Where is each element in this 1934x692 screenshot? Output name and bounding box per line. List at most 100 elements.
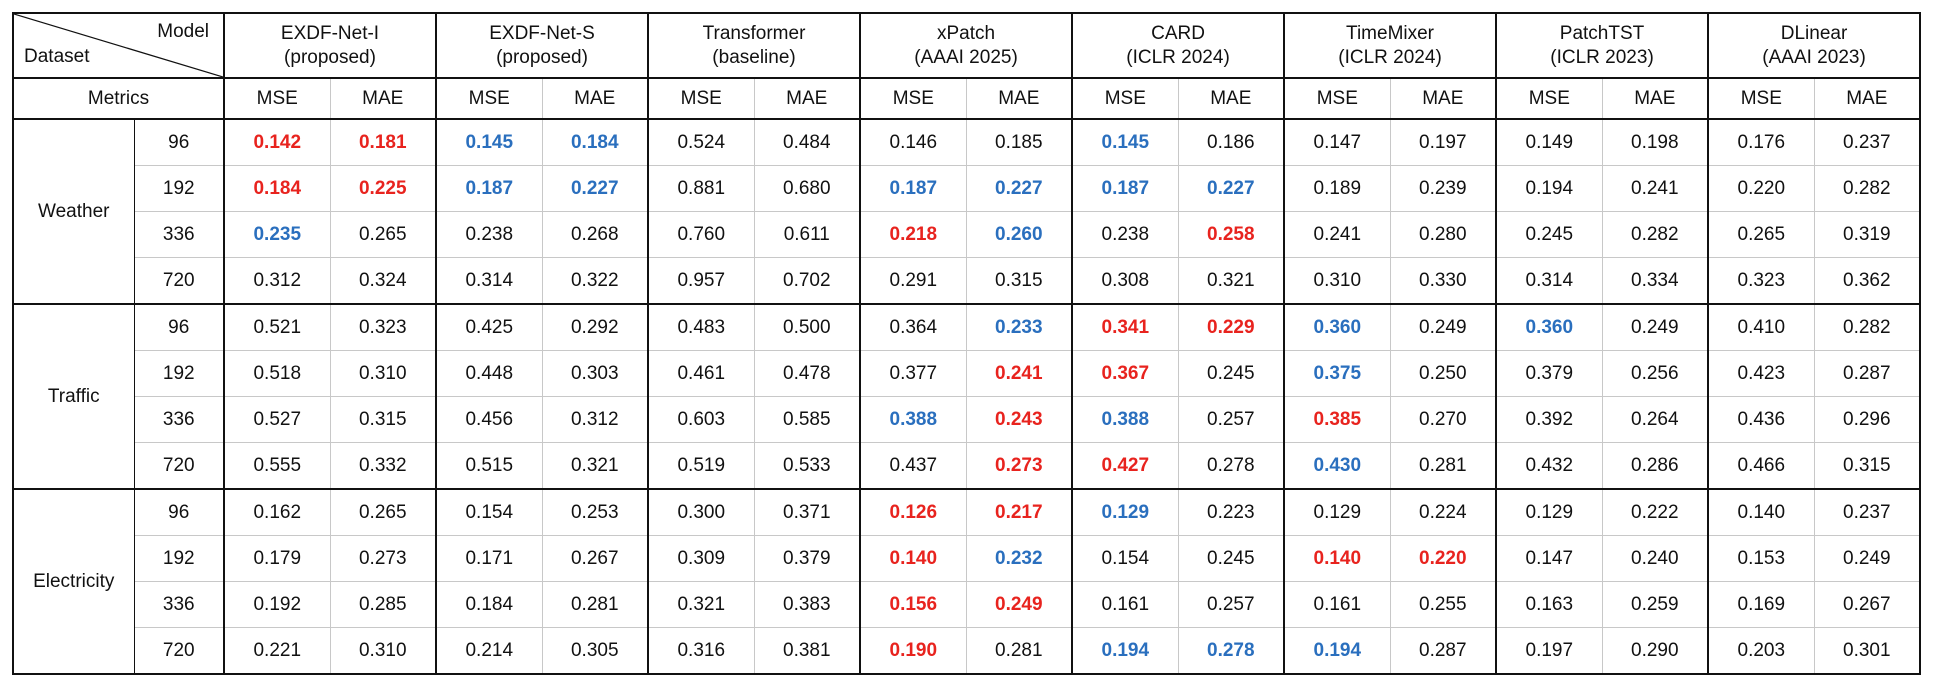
mae-value-cell: 0.680 (753, 165, 861, 212)
metric-value: 0.519 (677, 454, 726, 476)
metric-value: 0.309 (677, 547, 726, 569)
metric-value: 0.301 (1843, 639, 1891, 661)
model-name: TimeMixer (1346, 22, 1435, 44)
model-header: TimeMixer (ICLR 2024) (1283, 12, 1497, 79)
mae-value-cell: 0.281 (1389, 442, 1497, 490)
metric-value: 0.287 (1843, 362, 1891, 384)
model-name: PatchTST (1559, 22, 1645, 44)
mse-value-cell: 0.437 (859, 442, 967, 490)
metric-value: 0.255 (1419, 593, 1467, 615)
metric-value: 0.296 (1843, 408, 1891, 430)
metric-value: 0.603 (677, 408, 726, 430)
metric-value: 0.760 (677, 223, 726, 245)
metric-value: 0.367 (1101, 362, 1150, 384)
metric-value: 0.300 (677, 501, 726, 523)
mse-value-cell: 0.392 (1495, 396, 1603, 443)
mse-value-cell: 0.603 (647, 396, 755, 443)
mse-value-cell: 0.310 (1283, 257, 1391, 305)
metric-value: 0.241 (1313, 223, 1362, 245)
mse-value-cell: 0.126 (859, 488, 967, 536)
metric-value: 0.319 (1843, 223, 1891, 245)
mse-value-cell: 0.153 (1707, 535, 1815, 582)
mae-value-cell: 0.585 (753, 396, 861, 443)
mse-value-cell: 0.316 (647, 627, 755, 675)
horizon-cell: 720 (133, 257, 225, 305)
mse-value-cell: 0.147 (1283, 118, 1391, 166)
mae-value-cell: 0.315 (329, 396, 437, 443)
mae-value-cell: 0.323 (329, 303, 437, 351)
corner-model-label: Model (157, 21, 209, 42)
mae-column-header: MAE (1813, 77, 1922, 120)
model-venue: (ICLR 2024) (1126, 46, 1230, 68)
mae-value-cell: 0.315 (1813, 442, 1922, 490)
metric-value: 0.303 (570, 362, 619, 384)
metric-value: 0.245 (1207, 547, 1255, 569)
metric-value: 0.225 (358, 177, 407, 199)
mae-value-cell: 0.222 (1601, 488, 1709, 536)
table-row: 336 0.235 0.265 0.238 0.268 0.760 0.611 0.218 0.… (13, 211, 1922, 258)
metric-value: 0.290 (1631, 639, 1679, 661)
metric-value: 0.388 (1101, 408, 1150, 430)
metric-value: 0.249 (1843, 547, 1891, 569)
table-row: 336 0.527 0.315 0.456 0.312 0.603 0.585 0.388 0.… (13, 396, 1922, 443)
metric-value: 0.702 (783, 269, 831, 291)
metric-value: 0.147 (1525, 547, 1574, 569)
mae-value-cell: 0.232 (965, 535, 1073, 582)
metric-value: 0.249 (1419, 316, 1467, 338)
mae-value-cell: 0.220 (1389, 535, 1497, 582)
table-row: Weather 96 0.142 0.181 0.145 0.184 0.524 0.484 0… (12, 118, 1922, 305)
mae-value-cell: 0.229 (1177, 303, 1285, 351)
metric-value: 0.194 (1101, 639, 1150, 661)
table-row: 192 0.184 0.225 0.187 0.227 0.881 0.680 0.187 0.… (13, 165, 1922, 212)
metric-value: 0.264 (1631, 408, 1679, 430)
mae-value-cell: 0.259 (1601, 581, 1709, 628)
metric-value: 0.375 (1313, 362, 1362, 384)
mae-value-cell: 0.243 (965, 396, 1073, 443)
metric-value: 0.521 (253, 316, 302, 338)
mse-value-cell: 0.187 (435, 165, 543, 212)
metric-value: 0.126 (889, 501, 938, 523)
mae-value-cell: 0.225 (329, 165, 437, 212)
mse-value-cell: 0.161 (1283, 581, 1391, 628)
metric-value: 0.314 (1525, 269, 1574, 291)
mse-value-cell: 0.430 (1283, 442, 1391, 490)
metric-value: 0.253 (570, 501, 619, 523)
metric-value: 0.323 (358, 316, 407, 338)
metric-value: 0.334 (1631, 269, 1679, 291)
metric-value: 0.220 (1419, 547, 1467, 569)
model-venue: (AAAI 2025) (914, 46, 1018, 68)
mae-value-cell: 0.484 (753, 118, 861, 166)
mse-value-cell: 0.466 (1707, 442, 1815, 490)
mse-column-header: MSE (223, 77, 331, 120)
metric-value: 0.388 (889, 408, 938, 430)
metric-value: 0.179 (253, 547, 302, 569)
metric-value: 0.171 (465, 547, 514, 569)
metric-value: 0.362 (1843, 269, 1891, 291)
mse-value-cell: 0.436 (1707, 396, 1815, 443)
results-body: Weather 96 0.142 0.181 0.145 0.184 0.524 0.484 0… (12, 118, 1922, 675)
metric-value: 0.145 (1101, 131, 1150, 153)
mae-value-cell: 0.282 (1813, 165, 1922, 212)
metric-value: 0.268 (570, 223, 619, 245)
metric-value: 0.129 (1525, 501, 1574, 523)
metric-value: 0.129 (1313, 501, 1362, 523)
mse-value-cell: 0.309 (647, 535, 755, 582)
metric-value: 0.257 (1207, 408, 1255, 430)
mae-value-cell: 0.324 (329, 257, 437, 305)
metric-value: 0.161 (1101, 593, 1150, 615)
mse-value-cell: 0.423 (1707, 350, 1815, 397)
metric-value: 0.217 (995, 501, 1043, 523)
model-venue: (baseline) (712, 46, 796, 68)
metric-value: 0.281 (570, 593, 619, 615)
metric-value: 0.147 (1313, 131, 1362, 153)
mse-value-cell: 0.171 (435, 535, 543, 582)
mse-value-cell: 0.323 (1707, 257, 1815, 305)
horizon-cell: 192 (133, 535, 225, 582)
metric-value: 0.341 (1101, 316, 1150, 338)
mse-value-cell: 0.194 (1495, 165, 1603, 212)
mae-value-cell: 0.478 (753, 350, 861, 397)
mse-value-cell: 0.245 (1495, 211, 1603, 258)
model-venue: (proposed) (496, 46, 588, 68)
mae-value-cell: 0.310 (329, 350, 437, 397)
mse-value-cell: 0.515 (435, 442, 543, 490)
